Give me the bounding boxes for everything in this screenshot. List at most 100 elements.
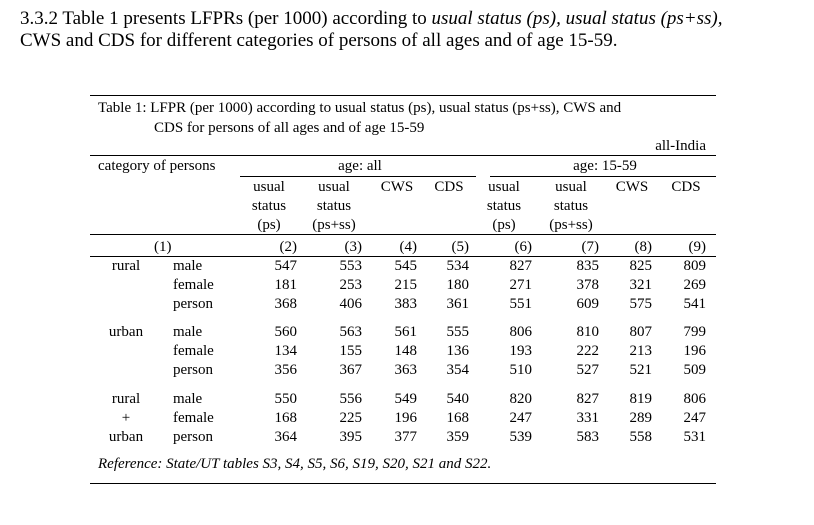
sex-label: female [173, 343, 214, 359]
column-number-8: (8) [634, 239, 653, 255]
table-cell: 321 [629, 277, 653, 293]
subheader-col_us_ps-4-2: (ps) [492, 217, 516, 233]
table-cell: 510 [509, 362, 533, 378]
table-cell: 193 [509, 343, 533, 359]
sex-label: person [173, 362, 213, 378]
table-cell: 331 [576, 410, 600, 426]
table-cell: 827 [509, 258, 533, 274]
table-cell: 575 [629, 296, 653, 312]
table-cell: 531 [683, 429, 707, 445]
table-cell: 247 [683, 410, 707, 426]
table-cell: 383 [394, 296, 418, 312]
table-cell: 406 [339, 296, 363, 312]
group-header-all: age: all [338, 158, 382, 174]
table-cell: 806 [683, 391, 707, 407]
column-number-rule [90, 256, 716, 257]
table-cell: 378 [576, 277, 600, 293]
table-cell: 136 [446, 343, 470, 359]
table-cell: 368 [274, 296, 298, 312]
table-cell: 289 [629, 410, 653, 426]
subheader-col_us_psss-5-2: (ps+ss) [549, 217, 593, 233]
subheader-col_us_ps-4-0: usual [488, 179, 520, 195]
sex-label: male [173, 324, 203, 340]
area-label: urban [108, 324, 144, 340]
column-number-2: (2) [279, 239, 298, 255]
intro-paragraph: 3.3.2 Table 1 presents LFPRs (per 1000) … [20, 8, 810, 52]
sex-label: male [173, 258, 203, 274]
table-cell: 560 [274, 324, 298, 340]
caption-line-2: CDS for persons of all ages and of age 1… [154, 120, 425, 136]
table-cell: 539 [509, 429, 533, 445]
table-reference: Reference: State/UT tables S3, S4, S5, S… [98, 456, 492, 472]
table-cell: 561 [394, 324, 418, 340]
group-rule-1559 [490, 176, 716, 177]
table-cell: 521 [629, 362, 653, 378]
table-cell: 364 [274, 429, 298, 445]
category-header: category of persons [98, 158, 216, 174]
subheader-cws-6: CWS [615, 179, 649, 195]
table-cell: 253 [339, 277, 363, 293]
column-number-7: (7) [581, 239, 600, 255]
table-cell: 547 [274, 258, 298, 274]
column-number-9: (9) [688, 239, 707, 255]
header-rule-top [90, 155, 716, 156]
table-cell: 541 [683, 296, 707, 312]
subheader-col_us_ps-0-2: (ps) [257, 217, 281, 233]
table-cell: 563 [339, 324, 363, 340]
column-number-5: (5) [451, 239, 470, 255]
table-cell: 545 [394, 258, 418, 274]
table-cell: 168 [446, 410, 470, 426]
column-number-6: (6) [514, 239, 533, 255]
table-cell: 550 [274, 391, 298, 407]
table-cell: 225 [339, 410, 363, 426]
table-cell: 215 [394, 277, 418, 293]
table-cell: 134 [274, 343, 298, 359]
table-caption: Table 1: LFPR (per 1000) according to us… [98, 98, 708, 138]
table-cell: 213 [629, 343, 653, 359]
subheader-cws-2: CWS [380, 179, 414, 195]
subheader-col_us_ps-4-1: status [486, 198, 522, 214]
intro-text-1: 3.3.2 Table 1 presents LFPRs (per 1000) … [20, 8, 432, 29]
column-number-4: (4) [399, 239, 418, 255]
header-rule-bottom [90, 234, 716, 235]
table-cell: 555 [446, 324, 470, 340]
table-cell: 148 [394, 343, 418, 359]
caption-line-1: Table 1: LFPR (per 1000) according to us… [98, 100, 622, 116]
table-cell: 180 [446, 277, 470, 293]
area-label: rural [111, 391, 141, 407]
subheader-cds-7: CDS [671, 179, 701, 195]
column-number-3: (3) [344, 239, 363, 255]
table-cell: 527 [576, 362, 600, 378]
intro-italic: usual status (ps), usual status (ps+ss), [431, 8, 723, 29]
sex-label: person [173, 296, 213, 312]
table-cell: 551 [509, 296, 533, 312]
table-cell: 549 [394, 391, 418, 407]
table-cell: 799 [683, 324, 707, 340]
table-cell: 806 [509, 324, 533, 340]
table-cell: 363 [394, 362, 418, 378]
table-cell: 609 [576, 296, 600, 312]
table-cell: 810 [576, 324, 600, 340]
sex-label: male [173, 391, 203, 407]
table-cell: 819 [629, 391, 653, 407]
scope-label: all-India [655, 138, 706, 154]
table-cell: 361 [446, 296, 470, 312]
sex-label: female [173, 410, 214, 426]
subheader-col_us_ps-0-1: status [251, 198, 287, 214]
table-cell: 827 [576, 391, 600, 407]
table-cell: 377 [394, 429, 418, 445]
subheader-col_us_psss-1-0: usual [318, 179, 350, 195]
table-cell: 181 [274, 277, 298, 293]
table-cell: 196 [683, 343, 707, 359]
table-cell: 359 [446, 429, 470, 445]
area-label: + [121, 410, 131, 426]
table-bottom-rule [90, 483, 716, 484]
sex-label: female [173, 277, 214, 293]
subheader-col_us_psss-1-2: (ps+ss) [312, 217, 356, 233]
table-cell: 395 [339, 429, 363, 445]
table-cell: 534 [446, 258, 470, 274]
group-rule-all [240, 176, 476, 177]
table-cell: 168 [274, 410, 298, 426]
table-cell: 807 [629, 324, 653, 340]
table-cell: 247 [509, 410, 533, 426]
